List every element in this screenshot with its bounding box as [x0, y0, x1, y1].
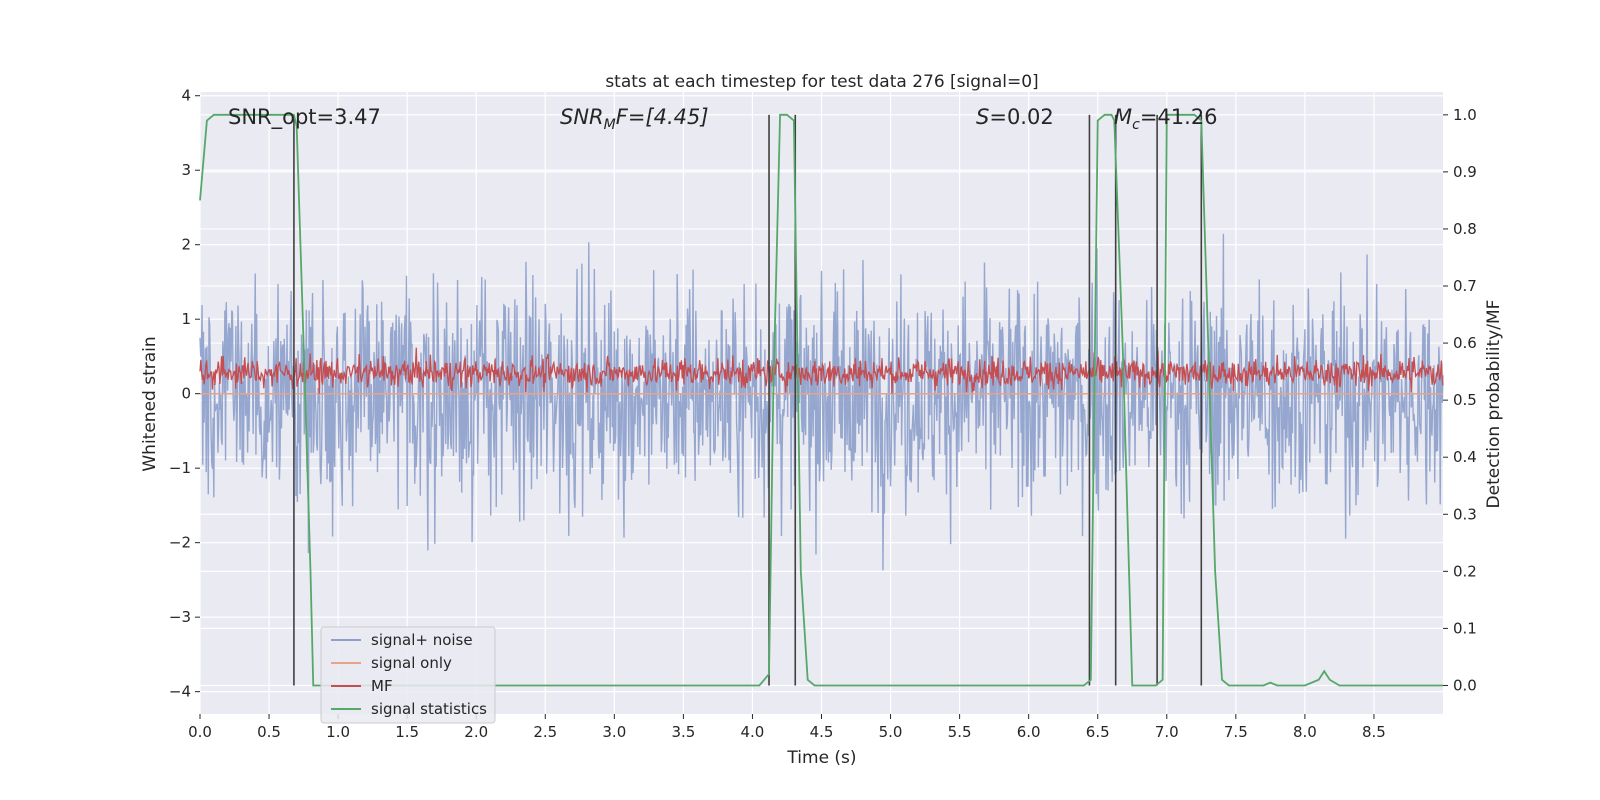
x-tick-label: 0.5: [257, 723, 281, 741]
annotation-s: S=0.02: [976, 105, 1054, 129]
x-axis-label: Time (s): [786, 748, 856, 768]
legend-label-mf: MF: [371, 677, 393, 695]
x-tick-label: 8.0: [1293, 723, 1317, 741]
x-tick-label: 3.5: [671, 723, 695, 741]
y2-tick-label: 0.1: [1453, 619, 1477, 637]
y-tick-label: 0: [181, 385, 191, 403]
annotation-snr-opt: SNR_opt=3.47: [228, 105, 381, 130]
y2-tick-label: 0.0: [1453, 676, 1477, 694]
x-tick-label: 2.5: [533, 723, 557, 741]
y2-tick-label: 0.9: [1453, 163, 1477, 181]
x-tick-label: 5.5: [948, 723, 972, 741]
chart-title: stats at each timestep for test data 276…: [605, 72, 1038, 92]
series-signal-noise: [199, 233, 1444, 571]
annotation-mc: Mc=41.26: [1114, 105, 1218, 133]
y-tick-label: −4: [169, 683, 191, 701]
y-tick-label: 4: [181, 87, 191, 105]
x-tick-label: 4.5: [810, 723, 834, 741]
y2-axis-label: Detection probability/MF: [1484, 300, 1504, 509]
y2-tick-label: 0.6: [1453, 334, 1477, 352]
x-tick-label: 7.5: [1224, 723, 1248, 741]
y2-tick-label: 0.7: [1453, 277, 1477, 295]
annotation-snr-mf-rest: F=[4.45]: [616, 105, 709, 129]
x-tick-label: 2.0: [464, 723, 488, 741]
annotation-mc-rest: =41.26: [1140, 105, 1218, 129]
legend: signal+ noise signal only MF signal stat…: [320, 626, 496, 724]
annotation-snr-mf: SNRMF=[4.45]: [560, 105, 709, 133]
y-tick-label: −3: [169, 608, 191, 626]
annotation-snr-mf-main: SNR: [560, 105, 604, 129]
x-tick-label: 8.5: [1362, 723, 1386, 741]
x-tick-label: 4.0: [741, 723, 765, 741]
x-tick-label: 6.5: [1086, 723, 1110, 741]
y2-tick-label: 0.5: [1453, 391, 1477, 409]
x-tick-label: 3.0: [602, 723, 626, 741]
y-axis-label: Whitened strain: [140, 336, 160, 471]
x-tick-label: 6.0: [1017, 723, 1041, 741]
axes: 0.0 0.5 1.0 1.5 2.0 2.5 3.0 3.5 4.0 4.5 5.0 5.5 6.0 6…: [169, 87, 1477, 741]
y2-tick-label: 0.2: [1453, 562, 1477, 580]
x-tick-label: 5.0: [879, 723, 903, 741]
y-tick-label: 3: [181, 161, 191, 179]
plot-area: [199, 113, 1444, 687]
y2-tick-label: 1.0: [1453, 106, 1477, 124]
x-tick-label: 1.5: [395, 723, 419, 741]
y-tick-label: −1: [169, 459, 191, 477]
annotation-snr-mf-sub: M: [604, 117, 616, 133]
y-tick-label: 1: [181, 310, 191, 328]
annotation-mc-sub: c: [1132, 117, 1140, 133]
x-tick-label: 7.0: [1155, 723, 1179, 741]
y2-tick-label: 0.3: [1453, 505, 1477, 523]
annotation-s-main: S: [976, 105, 989, 129]
y-tick-label: −2: [169, 534, 191, 552]
legend-label-signal-statistics: signal statistics: [371, 700, 487, 718]
annotation-s-rest: =0.02: [989, 105, 1053, 129]
y2-tick-label: 0.8: [1453, 220, 1477, 238]
legend-label-signal-only: signal only: [371, 654, 452, 672]
legend-label-signal-noise: signal+ noise: [371, 631, 473, 649]
annotation-mc-main: M: [1114, 105, 1132, 129]
legend-box: [320, 626, 496, 724]
series-signal-statistics: [199, 113, 1443, 687]
y-tick-label: 2: [181, 236, 191, 254]
x-tick-label: 0.0: [188, 723, 212, 741]
x-tick-label: 1.0: [326, 723, 350, 741]
y2-tick-label: 0.4: [1453, 448, 1477, 466]
series-mf: [199, 347, 1444, 394]
